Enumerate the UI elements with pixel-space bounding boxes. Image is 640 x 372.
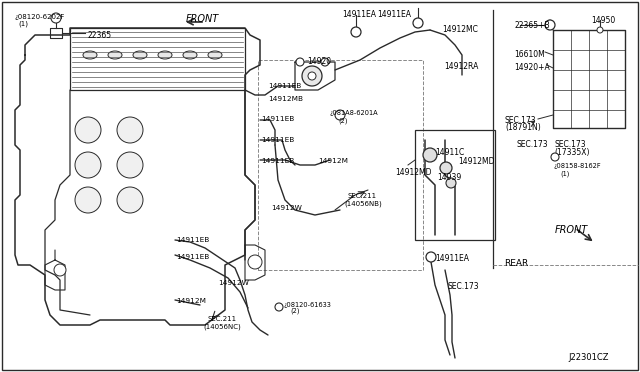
Text: 14911EB: 14911EB [176, 254, 209, 260]
Text: 14912MD: 14912MD [458, 157, 495, 166]
Circle shape [321, 58, 329, 66]
Text: SEC.173: SEC.173 [448, 282, 479, 291]
Text: 14912MB: 14912MB [268, 96, 303, 102]
Text: 14912M: 14912M [176, 298, 206, 304]
Text: 14911C: 14911C [435, 148, 464, 157]
Text: 14912RA: 14912RA [444, 62, 478, 71]
Circle shape [54, 264, 66, 276]
Text: SEC.173: SEC.173 [505, 116, 536, 125]
Circle shape [413, 18, 423, 28]
Text: 14950: 14950 [591, 16, 615, 25]
Circle shape [446, 178, 456, 188]
Text: 14920+A: 14920+A [514, 63, 550, 72]
Circle shape [551, 153, 559, 161]
Text: (14056NB): (14056NB) [344, 200, 381, 206]
Circle shape [248, 255, 262, 269]
Text: 14920: 14920 [307, 57, 331, 66]
Text: (17335X): (17335X) [554, 148, 589, 157]
Text: ¿08120-6202F: ¿08120-6202F [14, 14, 65, 20]
Circle shape [117, 117, 143, 143]
Text: SEC.173: SEC.173 [517, 140, 548, 149]
Ellipse shape [158, 51, 172, 59]
Text: 14912W: 14912W [218, 280, 249, 286]
Circle shape [75, 187, 101, 213]
Text: 14911EA: 14911EA [435, 254, 469, 263]
Text: 14912MD: 14912MD [395, 168, 431, 177]
Text: 14911EB: 14911EB [261, 116, 294, 122]
Text: 22365+B: 22365+B [515, 21, 550, 30]
Circle shape [440, 162, 452, 174]
Text: 16610M: 16610M [514, 50, 545, 59]
Text: REAR: REAR [504, 259, 528, 268]
Bar [415, 130, 495, 240]
Text: 14911EB: 14911EB [176, 237, 209, 243]
Circle shape [545, 20, 555, 30]
Text: (2): (2) [290, 308, 300, 314]
Text: 14912MC: 14912MC [442, 25, 478, 34]
Text: 22365: 22365 [87, 31, 111, 40]
Circle shape [51, 13, 61, 23]
Ellipse shape [183, 51, 197, 59]
Circle shape [75, 117, 101, 143]
Ellipse shape [83, 51, 97, 59]
Text: 14912W: 14912W [271, 205, 302, 211]
Text: 14911EA: 14911EA [377, 10, 411, 19]
Ellipse shape [208, 51, 222, 59]
Circle shape [335, 110, 345, 120]
Circle shape [275, 303, 283, 311]
Circle shape [75, 152, 101, 178]
Bar [258, 60, 423, 270]
Circle shape [302, 66, 322, 86]
Text: J22301CZ: J22301CZ [568, 353, 609, 362]
Circle shape [351, 27, 361, 37]
Text: FRONT: FRONT [555, 225, 588, 235]
Text: 14912M: 14912M [318, 158, 348, 164]
Circle shape [117, 152, 143, 178]
Circle shape [308, 72, 316, 80]
Circle shape [423, 148, 437, 162]
Text: (18791N): (18791N) [505, 123, 541, 132]
Text: FRONT: FRONT [186, 14, 220, 24]
Text: (2): (2) [338, 117, 348, 124]
Text: 14911EB: 14911EB [268, 83, 301, 89]
Text: ¿081A8-6201A: ¿081A8-6201A [330, 110, 379, 116]
Text: SEC.211: SEC.211 [348, 193, 377, 199]
Text: 14911EB: 14911EB [261, 158, 294, 164]
Text: ¿08120-61633: ¿08120-61633 [284, 302, 332, 308]
Ellipse shape [133, 51, 147, 59]
Circle shape [597, 27, 603, 33]
Text: 14911EB: 14911EB [261, 137, 294, 143]
Circle shape [117, 187, 143, 213]
Text: 14911EA: 14911EA [342, 10, 376, 19]
Text: (1): (1) [560, 170, 570, 176]
Text: (1): (1) [18, 20, 28, 26]
Text: ¿08158-8162F: ¿08158-8162F [554, 163, 602, 169]
Text: (14056NC): (14056NC) [203, 323, 241, 330]
Text: 14939: 14939 [437, 173, 461, 182]
Text: SEC.211: SEC.211 [208, 316, 237, 322]
Ellipse shape [108, 51, 122, 59]
Circle shape [426, 252, 436, 262]
Circle shape [296, 58, 304, 66]
Text: SEC.173: SEC.173 [555, 140, 587, 149]
